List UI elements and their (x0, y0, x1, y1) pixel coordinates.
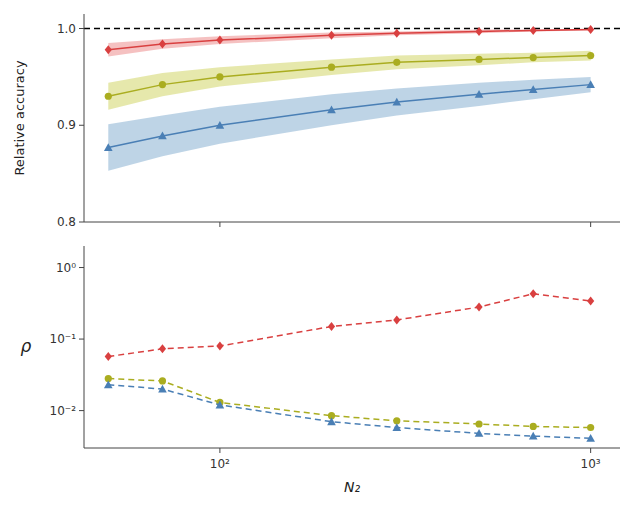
series-line (108, 294, 590, 357)
marker (393, 59, 400, 66)
marker (586, 80, 595, 88)
x-axis-line (84, 222, 620, 223)
marker (159, 344, 166, 353)
marker (105, 352, 112, 361)
marker (529, 432, 538, 440)
marker (327, 417, 336, 425)
panel: 10⁻² 10⁻¹ 10⁰ 10² 10³ ρ N₂ (21, 246, 620, 495)
marker (475, 90, 484, 98)
plot-area (104, 289, 595, 441)
y-tick-label: 0.9 (57, 118, 76, 132)
marker (216, 341, 223, 350)
series-line (108, 385, 590, 439)
marker (475, 429, 484, 437)
marker (392, 98, 401, 106)
x-tick (590, 448, 591, 453)
marker (328, 322, 335, 331)
marker (587, 424, 594, 431)
marker (586, 434, 595, 442)
y-tick (79, 410, 84, 411)
marker (328, 31, 335, 40)
y-tick-label: 1.0 (57, 22, 76, 36)
y-tick (79, 125, 84, 126)
x-tick (219, 222, 220, 227)
marker (105, 45, 112, 54)
plot-area (84, 25, 620, 171)
marker (393, 29, 400, 38)
y-axis-line (84, 246, 85, 448)
marker (159, 39, 166, 48)
marker (475, 56, 482, 63)
x-tick (219, 448, 220, 453)
marker (328, 64, 335, 71)
y-axis-line (84, 14, 85, 222)
x-tick (590, 222, 591, 227)
band (108, 77, 590, 171)
x-axis-line (84, 448, 620, 449)
marker (530, 423, 537, 430)
marker (587, 25, 594, 34)
marker (105, 93, 112, 100)
marker (158, 385, 167, 393)
marker (393, 315, 400, 324)
y-tick (79, 222, 84, 223)
marker (530, 54, 537, 61)
marker (475, 303, 482, 312)
y-axis-label: ρ (21, 336, 32, 356)
marker (587, 52, 594, 59)
marker (327, 105, 336, 113)
series-line (108, 379, 590, 428)
marker (475, 27, 482, 36)
y-tick (79, 339, 84, 340)
y-tick-label: 10⁻² (50, 404, 77, 418)
reference-line (84, 28, 620, 29)
marker (104, 143, 113, 151)
y-tick-label: 10⁻¹ (50, 332, 77, 346)
x-tick-label: 10³ (581, 457, 601, 471)
marker (392, 423, 401, 431)
x-tick-label: 10² (210, 457, 230, 471)
y-tick-label: 0.8 (57, 215, 76, 229)
marker (216, 401, 225, 409)
x-axis-label: N₂ (344, 479, 360, 495)
y-axis-label: Relative accuracy (12, 60, 27, 176)
marker (159, 81, 166, 88)
marker (475, 420, 482, 427)
series-line (108, 29, 590, 49)
marker (587, 297, 594, 306)
marker (158, 132, 167, 140)
band (108, 29, 590, 57)
marker (104, 380, 113, 388)
marker (530, 289, 537, 298)
series-line (108, 85, 590, 148)
chart-root: 0.8 0.9 1.0 Relative accuracy 10⁻² 10⁻¹ 10⁰ 10²… (0, 0, 640, 505)
y-tick (79, 267, 84, 268)
marker (216, 36, 223, 45)
y-tick (79, 28, 84, 29)
marker (529, 85, 538, 93)
y-tick-label: 10⁰ (56, 261, 76, 275)
marker (216, 121, 225, 129)
panel: 0.8 0.9 1.0 Relative accuracy (12, 14, 620, 229)
marker (159, 377, 166, 384)
marker (216, 73, 223, 80)
marker (530, 26, 537, 35)
